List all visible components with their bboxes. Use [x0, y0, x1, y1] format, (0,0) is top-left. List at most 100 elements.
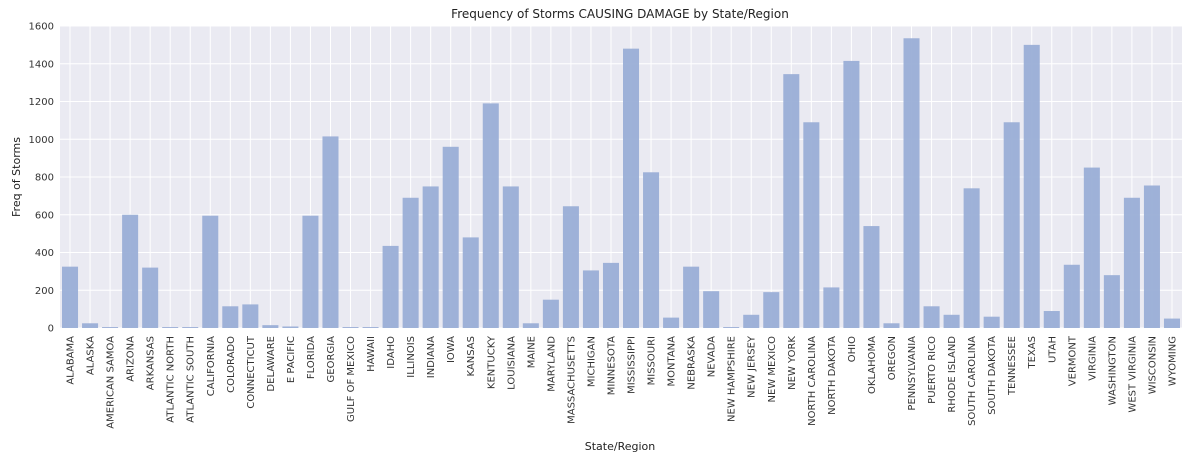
bar [262, 325, 279, 328]
x-tick-label: PENNSYLVANIA [907, 336, 918, 411]
bar [482, 103, 499, 328]
bar [663, 317, 680, 328]
bar [162, 327, 179, 328]
bar [522, 323, 539, 328]
x-tick-label: NEW YORK [787, 336, 798, 390]
y-tick-label: 1000 [29, 135, 54, 146]
bar [202, 215, 219, 328]
x-tick-label: NEW HAMPSHIRE [727, 336, 738, 422]
bar [362, 327, 379, 328]
bar [983, 316, 1000, 328]
bar [102, 327, 119, 328]
bar [783, 74, 800, 328]
bar [683, 266, 700, 328]
x-tick-label: HAWAII [366, 336, 377, 372]
y-tick-label: 400 [35, 248, 54, 259]
bar [142, 267, 159, 328]
bar [342, 327, 359, 328]
bar [282, 326, 299, 328]
bar [322, 136, 339, 328]
x-tick-label: OKLAHOMA [867, 336, 878, 394]
y-tick-label: 1400 [29, 59, 54, 70]
bar [643, 172, 660, 328]
x-tick-label: WASHINGTON [1107, 336, 1118, 405]
bar [182, 327, 199, 328]
bar [602, 262, 619, 328]
x-tick-label: KENTUCKY [486, 335, 497, 389]
x-tick-label: LOUISIANA [506, 336, 517, 390]
x-tick-label: NEBRASKA [687, 336, 698, 390]
x-tick-label: GULF OF MEXICO [346, 336, 357, 422]
y-tick-label: 800 [35, 173, 54, 184]
bar [402, 197, 419, 328]
y-tick-label: 1200 [29, 97, 54, 108]
bar [803, 122, 820, 328]
x-tick-label: IOWA [446, 336, 457, 363]
x-tick-label: NEW MEXICO [767, 336, 778, 403]
bar [1103, 275, 1120, 328]
x-tick-label: TEXAS [1027, 336, 1038, 369]
bar [923, 306, 940, 328]
y-axis-label: Freq of Storms [10, 137, 23, 217]
bar [743, 314, 760, 328]
bar [562, 206, 579, 328]
y-tick-label: 0 [48, 324, 54, 335]
x-axis-label: State/Region [585, 440, 656, 453]
bar [542, 299, 559, 328]
x-axis-ticks: ALABAMA ALASKA AMERICAN SAMOA ARIZONA ARKANS… [66, 335, 1179, 429]
x-tick-label: MICHIGAN [586, 336, 597, 387]
chart-title: Frequency of Storms CAUSING DAMAGE by St… [451, 7, 789, 21]
x-tick-label: WISCONSIN [1147, 336, 1158, 394]
x-tick-label: CALIFORNIA [206, 336, 217, 396]
x-tick-label: PUERTO RICO [927, 336, 938, 404]
x-tick-label: OREGON [887, 336, 898, 380]
x-tick-label: TENNESSEE [1007, 336, 1018, 396]
x-tick-label: ILLINOIS [406, 336, 417, 378]
bar [763, 292, 780, 328]
bar [1143, 185, 1160, 328]
x-tick-label: NORTH DAKOTA [827, 336, 838, 415]
x-tick-label: COLORADO [226, 336, 237, 393]
bar [1083, 167, 1100, 328]
x-tick-label: NEVADA [707, 336, 718, 377]
x-tick-label: ALABAMA [66, 336, 77, 385]
x-tick-label: ALASKA [86, 336, 97, 375]
bar [1063, 264, 1080, 328]
x-tick-label: MARYLAND [546, 336, 557, 392]
x-tick-label: MASSACHUSETTS [566, 336, 577, 424]
y-tick-label: 600 [35, 210, 54, 221]
plot-area [60, 25, 1182, 329]
bar [242, 304, 259, 328]
x-tick-label: MISSISSIPPI [627, 336, 638, 394]
bar [462, 237, 479, 328]
x-tick-label: AMERICAN SAMOA [106, 336, 117, 429]
bar [62, 266, 79, 328]
x-tick-label: NEW JERSEY [747, 335, 758, 398]
bar [1003, 122, 1020, 328]
x-tick-label: MAINE [526, 336, 537, 368]
x-tick-label: KANSAS [466, 336, 477, 376]
bar [703, 291, 720, 328]
y-tick-label: 200 [35, 286, 54, 297]
x-tick-label: GEORGIA [326, 336, 337, 383]
bar [1163, 318, 1180, 328]
x-tick-label: OHIO [847, 336, 858, 362]
bar [422, 186, 439, 328]
y-tick-label: 1600 [29, 22, 54, 33]
bar [963, 188, 980, 328]
bar [723, 327, 740, 328]
bar [1043, 311, 1060, 328]
x-tick-label: FLORIDA [306, 336, 317, 379]
bar [903, 38, 920, 329]
bar [1123, 197, 1140, 328]
y-axis-ticks: 0 200 400 600 800 1000 1200 1400 1600 [29, 22, 54, 335]
x-tick-label: CONNECTICUT [246, 335, 257, 408]
x-tick-label: UTAH [1047, 336, 1058, 363]
x-tick-label: MONTANA [667, 336, 678, 387]
bar [382, 245, 399, 328]
bar [623, 48, 640, 329]
bar [222, 306, 239, 328]
bar [943, 314, 960, 328]
